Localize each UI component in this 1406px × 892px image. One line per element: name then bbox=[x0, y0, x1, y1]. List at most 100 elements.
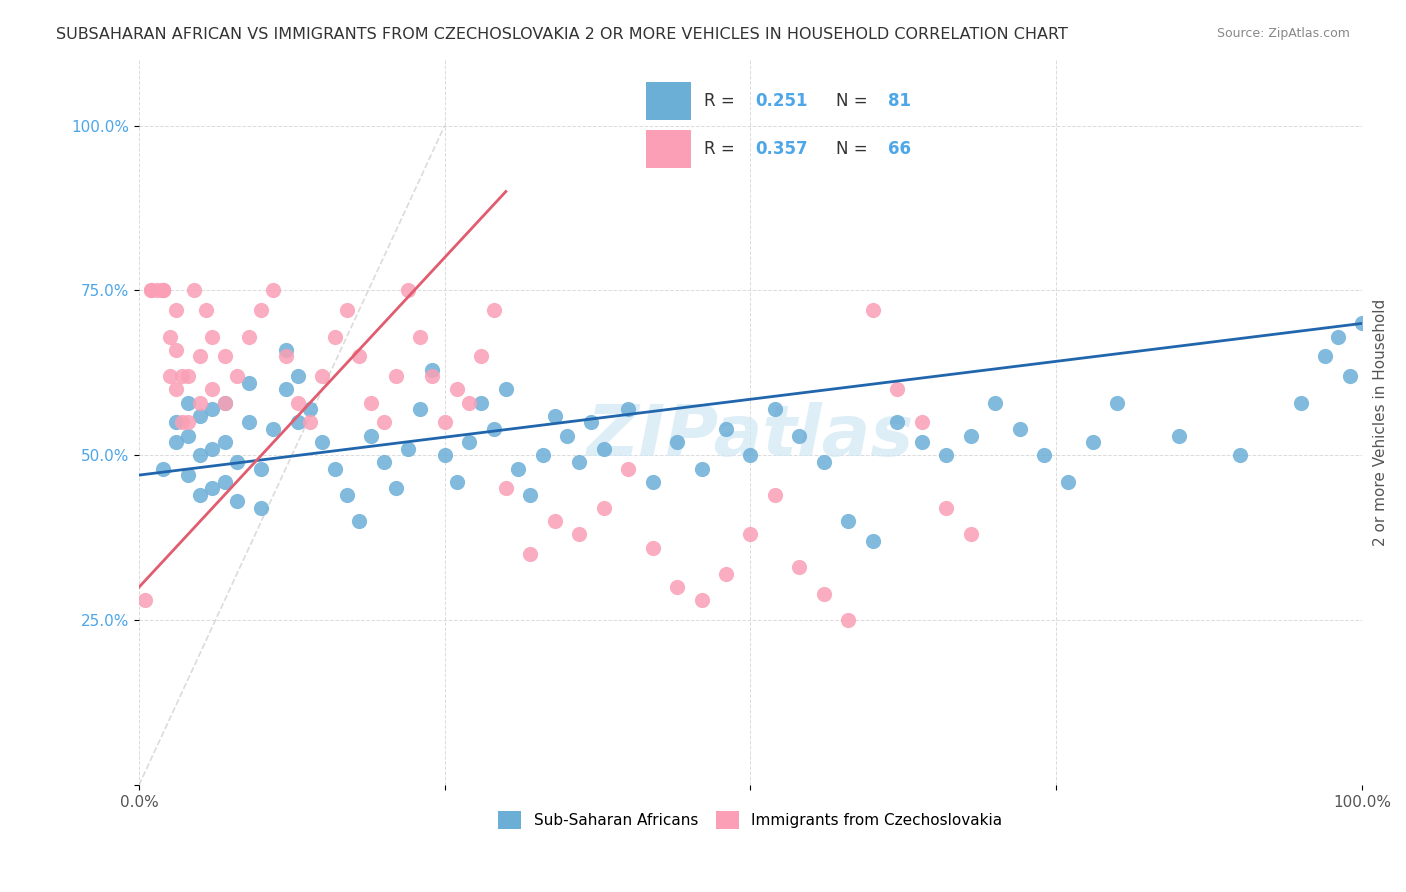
Point bbox=[666, 580, 689, 594]
Point bbox=[544, 409, 567, 423]
Bar bbox=[645, 82, 690, 120]
Point bbox=[141, 284, 163, 298]
Point bbox=[1289, 395, 1312, 409]
Point bbox=[666, 435, 689, 450]
Point bbox=[177, 395, 200, 409]
Point bbox=[935, 448, 957, 462]
Text: Source: ZipAtlas.com: Source: ZipAtlas.com bbox=[1216, 27, 1350, 40]
Point bbox=[458, 435, 481, 450]
Point bbox=[360, 428, 382, 442]
Text: 66: 66 bbox=[889, 141, 911, 159]
Point bbox=[165, 435, 187, 450]
Point bbox=[177, 428, 200, 442]
Point bbox=[1081, 435, 1104, 450]
Point bbox=[886, 415, 908, 429]
Point bbox=[183, 284, 205, 298]
Point bbox=[214, 475, 236, 489]
Point bbox=[311, 435, 333, 450]
Point bbox=[1339, 369, 1361, 384]
Point bbox=[446, 475, 468, 489]
Point bbox=[813, 587, 835, 601]
Point bbox=[152, 284, 174, 298]
Point bbox=[214, 395, 236, 409]
Point bbox=[1008, 422, 1031, 436]
Point bbox=[422, 369, 444, 384]
Point bbox=[201, 329, 224, 343]
Point bbox=[482, 303, 505, 318]
Point bbox=[165, 383, 187, 397]
Point bbox=[740, 448, 762, 462]
Point bbox=[238, 415, 260, 429]
Point bbox=[470, 395, 492, 409]
Bar bbox=[645, 130, 690, 168]
Point bbox=[763, 402, 786, 417]
Point bbox=[347, 350, 370, 364]
Point bbox=[225, 494, 247, 508]
Point bbox=[1033, 448, 1056, 462]
Point bbox=[274, 383, 297, 397]
Point bbox=[837, 613, 859, 627]
Point bbox=[886, 383, 908, 397]
Point bbox=[714, 422, 737, 436]
Point bbox=[201, 383, 224, 397]
Point bbox=[984, 395, 1007, 409]
Point bbox=[862, 534, 884, 549]
Point bbox=[1229, 448, 1251, 462]
Point bbox=[555, 428, 578, 442]
Point bbox=[152, 284, 174, 298]
Point bbox=[146, 284, 169, 298]
Text: 81: 81 bbox=[889, 93, 911, 111]
Point bbox=[592, 501, 614, 516]
Text: ZIPatlas: ZIPatlas bbox=[586, 402, 914, 471]
Point bbox=[617, 402, 640, 417]
Point bbox=[336, 303, 359, 318]
Point bbox=[1351, 317, 1374, 331]
Point bbox=[238, 376, 260, 390]
Point bbox=[195, 303, 218, 318]
Point bbox=[201, 481, 224, 495]
Point bbox=[789, 560, 811, 574]
Y-axis label: 2 or more Vehicles in Household: 2 or more Vehicles in Household bbox=[1374, 299, 1388, 546]
Point bbox=[568, 527, 591, 541]
Point bbox=[299, 402, 322, 417]
Point bbox=[165, 415, 187, 429]
Point bbox=[1315, 350, 1337, 364]
Point bbox=[238, 329, 260, 343]
Point bbox=[1326, 329, 1348, 343]
Point bbox=[170, 415, 193, 429]
Point bbox=[935, 501, 957, 516]
Point bbox=[311, 369, 333, 384]
Text: R =: R = bbox=[704, 141, 740, 159]
Point bbox=[862, 303, 884, 318]
Point bbox=[188, 395, 211, 409]
Point bbox=[225, 455, 247, 469]
Point bbox=[214, 395, 236, 409]
Point bbox=[740, 527, 762, 541]
Point bbox=[531, 448, 554, 462]
Point bbox=[385, 481, 408, 495]
Point bbox=[188, 350, 211, 364]
Point bbox=[373, 415, 395, 429]
Point bbox=[360, 395, 382, 409]
Point bbox=[299, 415, 322, 429]
Point bbox=[165, 343, 187, 357]
Point bbox=[409, 402, 432, 417]
Text: N =: N = bbox=[837, 141, 873, 159]
Point bbox=[482, 422, 505, 436]
Point bbox=[396, 442, 419, 456]
Point bbox=[690, 461, 713, 475]
Point bbox=[159, 369, 181, 384]
Point bbox=[409, 329, 432, 343]
Point bbox=[263, 284, 285, 298]
Point bbox=[165, 303, 187, 318]
Point bbox=[396, 284, 419, 298]
Point bbox=[152, 284, 174, 298]
Point bbox=[422, 362, 444, 376]
Point bbox=[250, 303, 273, 318]
Point bbox=[641, 541, 664, 555]
Point bbox=[336, 488, 359, 502]
Point bbox=[1107, 395, 1129, 409]
Text: SUBSAHARAN AFRICAN VS IMMIGRANTS FROM CZECHOSLOVAKIA 2 OR MORE VEHICLES IN HOUSE: SUBSAHARAN AFRICAN VS IMMIGRANTS FROM CZ… bbox=[56, 27, 1069, 42]
Point bbox=[274, 343, 297, 357]
Point bbox=[347, 514, 370, 528]
